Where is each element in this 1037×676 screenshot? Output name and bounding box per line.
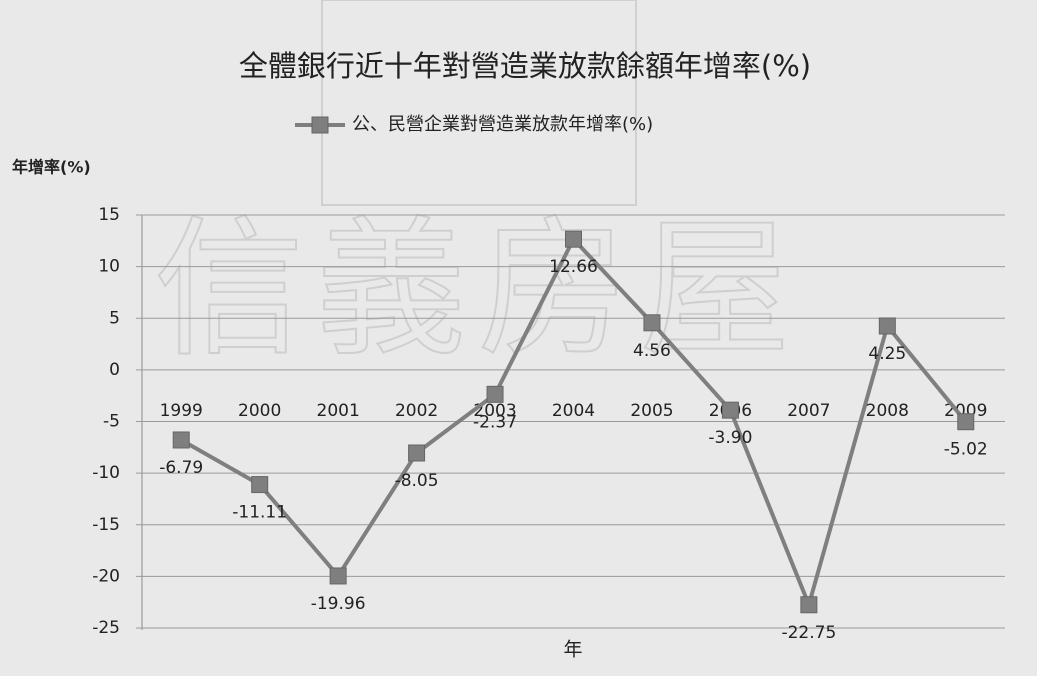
- y-tick-label: -10: [92, 463, 120, 483]
- marker: [957, 413, 975, 431]
- x-tick-label: 2003: [473, 401, 516, 421]
- marker: [251, 476, 269, 494]
- data-label: -8.05: [395, 471, 439, 491]
- data-label: -5.02: [944, 440, 988, 460]
- data-label: 4.56: [633, 341, 671, 361]
- marker: [878, 317, 896, 335]
- marker: [565, 230, 582, 248]
- data-label: -6.79: [159, 458, 203, 478]
- data-label: -3.90: [708, 428, 752, 448]
- y-tick-label: 15: [98, 205, 120, 225]
- legend-label: 公、民營企業對營造業放款年增率(%): [352, 114, 653, 135]
- marker: [800, 596, 818, 614]
- x-tick-label: 2000: [238, 401, 281, 421]
- y-tick-label: -20: [92, 566, 120, 586]
- y-tick-label: -25: [92, 618, 120, 638]
- marker: [486, 385, 504, 403]
- data-label: 12.66: [549, 257, 598, 277]
- x-axis-label: 年: [563, 639, 582, 661]
- marker: [172, 431, 190, 449]
- x-tick-label: 2004: [552, 401, 595, 421]
- marker: [408, 444, 426, 462]
- y-axis-label: 年增率(%): [12, 158, 91, 177]
- data-label: 4.25: [868, 344, 906, 364]
- y-tick-label: 5: [109, 308, 120, 328]
- y-tick-label: 10: [98, 257, 120, 277]
- legend-marker: [311, 116, 329, 134]
- watermark-frame: [321, 0, 637, 206]
- data-label: -19.96: [311, 594, 366, 614]
- watermark: 信義房屋: [154, 203, 802, 377]
- y-tick-label: 0: [109, 360, 120, 380]
- x-tick-label: 2008: [866, 401, 909, 421]
- data-label: -2.37: [473, 412, 517, 432]
- marker: [643, 314, 661, 332]
- x-tick-label: 2007: [787, 401, 830, 421]
- data-label: -22.75: [781, 623, 836, 643]
- x-tick-label: 2001: [317, 401, 360, 421]
- data-label: -11.11: [232, 503, 287, 523]
- x-tick-label: 1999: [160, 401, 203, 421]
- marker: [329, 567, 347, 585]
- x-tick-label: 2005: [630, 401, 673, 421]
- marker: [721, 401, 739, 419]
- chart-title: 全體銀行近十年對營造業放款餘額年增率(%): [239, 49, 811, 83]
- x-tick-label: 2002: [395, 401, 438, 421]
- y-tick-label: -5: [103, 412, 120, 432]
- y-tick-label: -15: [92, 515, 120, 535]
